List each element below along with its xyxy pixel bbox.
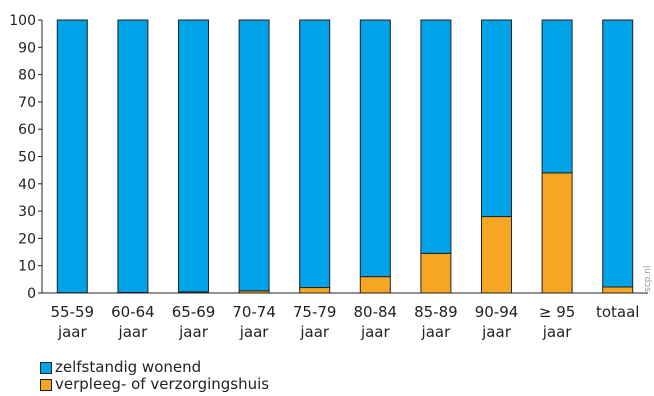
y-tick-label: 70 — [18, 95, 36, 111]
y-tick-label: 90 — [18, 40, 36, 56]
bar-segment-verpleeg — [299, 287, 331, 294]
legend: zelfstandig wonend verpleeg- of verzorgi… — [40, 359, 269, 393]
bar-segment-verpleeg — [420, 252, 452, 294]
bar-segment-zelfstandig — [359, 19, 391, 278]
bar-segment-zelfstandig — [56, 19, 88, 294]
x-tick-label: jaar — [421, 323, 452, 341]
legend-item-verpleeg: verpleeg- of verzorgingshuis — [40, 376, 269, 393]
x-tick-label: totaal — [596, 303, 640, 321]
axes: 0 10 20 30 40 50 60 70 80 90 100 — [9, 13, 648, 302]
x-tick-label: jaar — [481, 323, 512, 341]
bar-segment-zelfstandig — [299, 19, 331, 289]
x-tick-label: 85-89 — [414, 303, 458, 321]
bar-segment-verpleeg — [359, 276, 391, 294]
x-tick-label: 70-74 — [232, 303, 276, 321]
legend-swatch-zelfstandig — [40, 361, 52, 374]
x-tick-label: jaar — [542, 323, 573, 341]
bar-segment-zelfstandig — [541, 19, 573, 174]
y-tick-label: 30 — [18, 204, 36, 220]
y-tick-label: 10 — [18, 259, 36, 275]
x-axis-labels: 55-59 jaar 60-64 jaar 65-69 jaar 70-74 jaar 75-7… — [51, 303, 640, 341]
x-tick-label: 65-69 — [172, 303, 216, 321]
bar-segment-zelfstandig — [420, 19, 452, 254]
bar-segment-zelfstandig — [178, 19, 209, 293]
x-tick-label: jaar — [178, 323, 209, 341]
y-tick-label: 60 — [18, 122, 36, 138]
bar-segment-verpleeg — [541, 172, 573, 294]
watermark-text: scp.nl — [643, 266, 653, 292]
bar-segment-zelfstandig — [117, 19, 149, 293]
x-tick-label: 80-84 — [354, 303, 398, 321]
legend-swatch-verpleeg — [40, 378, 52, 391]
bar-segment-zelfstandig — [602, 19, 634, 288]
y-tick-label: 20 — [18, 231, 36, 247]
x-tick-label: jaar — [360, 323, 391, 341]
x-tick-label: 60-64 — [111, 303, 155, 321]
y-tick-label: 50 — [18, 150, 36, 166]
x-tick-label: 75-79 — [293, 303, 337, 321]
y-tick-label: 40 — [18, 177, 36, 193]
bar-segment-verpleeg — [602, 286, 634, 294]
bars — [56, 19, 634, 294]
x-tick-label: 55-59 — [51, 303, 95, 321]
legend-item-zelfstandig: zelfstandig wonend — [40, 359, 269, 376]
x-tick-label: jaar — [239, 323, 270, 341]
x-tick-label: jaar — [118, 323, 149, 341]
x-tick-label: jaar — [57, 323, 88, 341]
bar-segment-verpleeg — [481, 216, 512, 294]
x-tick-label: 90-94 — [475, 303, 519, 321]
bar-segment-zelfstandig — [238, 19, 270, 292]
legend-label-zelfstandig: zelfstandig wonend — [55, 358, 202, 376]
bar-segment-zelfstandig — [481, 19, 512, 218]
y-tick-label: 100 — [9, 13, 36, 29]
y-tick-label: 80 — [18, 68, 36, 84]
legend-label-verpleeg: verpleeg- of verzorgingshuis — [55, 375, 270, 393]
x-tick-label: ≥ 95 — [539, 303, 575, 321]
x-tick-label: jaar — [299, 323, 330, 341]
y-tick-label: 0 — [27, 286, 36, 302]
